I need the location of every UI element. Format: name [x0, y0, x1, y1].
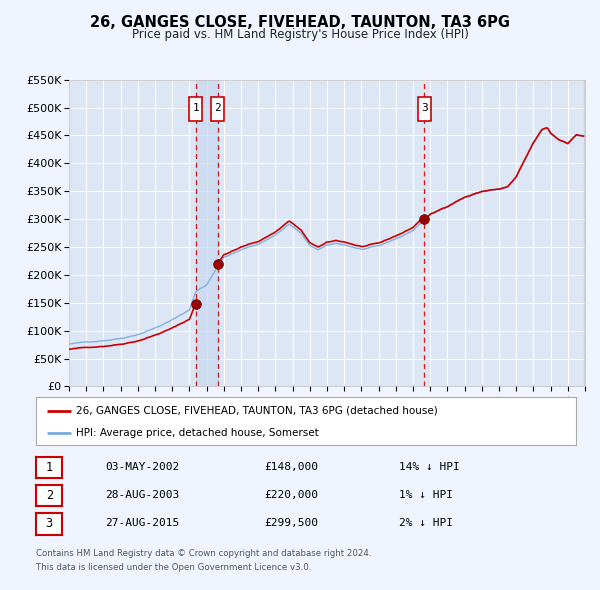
- Text: 1% ↓ HPI: 1% ↓ HPI: [399, 490, 453, 500]
- Text: 26, GANGES CLOSE, FIVEHEAD, TAUNTON, TA3 6PG: 26, GANGES CLOSE, FIVEHEAD, TAUNTON, TA3…: [90, 15, 510, 30]
- FancyBboxPatch shape: [418, 97, 431, 122]
- Text: 27-AUG-2015: 27-AUG-2015: [105, 519, 179, 528]
- Text: 2% ↓ HPI: 2% ↓ HPI: [399, 519, 453, 528]
- Text: 2: 2: [215, 103, 221, 113]
- Text: 28-AUG-2003: 28-AUG-2003: [105, 490, 179, 500]
- Text: This data is licensed under the Open Government Licence v3.0.: This data is licensed under the Open Gov…: [36, 563, 311, 572]
- Text: 3: 3: [46, 517, 53, 530]
- Text: £220,000: £220,000: [264, 490, 318, 500]
- Text: 2: 2: [46, 489, 53, 502]
- FancyBboxPatch shape: [211, 97, 224, 122]
- Text: 26, GANGES CLOSE, FIVEHEAD, TAUNTON, TA3 6PG (detached house): 26, GANGES CLOSE, FIVEHEAD, TAUNTON, TA3…: [77, 405, 438, 415]
- Text: £148,000: £148,000: [264, 462, 318, 471]
- Text: 3: 3: [421, 103, 428, 113]
- Text: 14% ↓ HPI: 14% ↓ HPI: [399, 462, 460, 471]
- Text: 1: 1: [46, 461, 53, 474]
- Bar: [584, 80, 585, 386]
- Text: 03-MAY-2002: 03-MAY-2002: [105, 462, 179, 471]
- Text: Contains HM Land Registry data © Crown copyright and database right 2024.: Contains HM Land Registry data © Crown c…: [36, 549, 371, 558]
- Text: Price paid vs. HM Land Registry's House Price Index (HPI): Price paid vs. HM Land Registry's House …: [131, 28, 469, 41]
- Text: HPI: Average price, detached house, Somerset: HPI: Average price, detached house, Some…: [77, 428, 319, 438]
- FancyBboxPatch shape: [189, 97, 202, 122]
- Text: 1: 1: [193, 103, 199, 113]
- Bar: [196, 80, 218, 386]
- Text: £299,500: £299,500: [264, 519, 318, 528]
